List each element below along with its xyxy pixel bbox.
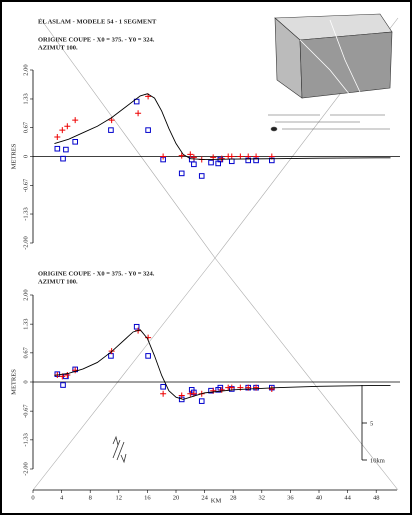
scale-label: 10km: [370, 457, 385, 464]
chart-subtitle: ORIGINE COUPE - X0 = 375. - Y0 = 324.: [38, 270, 155, 277]
x-tick-label: 0: [31, 494, 34, 501]
figure: 5 10km EL ASLAM - MODELE 54 - 1 SEGMENT O…: [0, 0, 412, 517]
x-tick-label: 40: [316, 494, 323, 501]
y-tick-label: 1.33: [22, 318, 29, 329]
x-axis-label: KM: [211, 497, 222, 504]
y-tick-label: -1.33: [22, 433, 29, 447]
x-tick-label: 8: [89, 494, 92, 501]
scale-label: 5: [370, 420, 373, 427]
y-tick-label: -0.67: [22, 404, 29, 418]
y-tick-label: -1.33: [22, 207, 29, 221]
y-axis-label: METRES: [10, 143, 17, 169]
y-axis-label: METRES: [10, 369, 17, 395]
x-tick-label: 48: [373, 494, 380, 501]
chart-title: EL ASLAM - MODELE 54 - 1 SEGMENT: [38, 18, 157, 25]
y-tick-label: 2.00: [22, 64, 29, 75]
x-tick-label: 36: [287, 494, 294, 501]
chart-subtitle: ORIGINE COUPE - X0 = 375. - Y0 = 324.: [38, 36, 155, 43]
chart-subtitle: AZIMUT 100.: [38, 278, 78, 285]
x-tick-label: 12: [116, 494, 123, 501]
block-front: [300, 32, 392, 98]
y-tick-label: -2.00: [22, 462, 29, 476]
y-tick-label: 0.67: [22, 121, 29, 133]
y-tick-label: -2.00: [22, 236, 29, 250]
x-tick-label: 24: [201, 494, 208, 501]
x-tick-label: 20: [173, 494, 180, 501]
x-tick-label: 44: [344, 494, 351, 501]
x-tick-label: 16: [144, 494, 151, 501]
y-tick-label: 1.33: [22, 93, 29, 104]
x-tick-label: 32: [259, 494, 266, 501]
y-tick-label: 0.67: [22, 346, 29, 358]
y-tick-label: 2.00: [22, 289, 29, 300]
y-tick-label: 0: [22, 155, 29, 158]
y-tick-label: -0.67: [22, 178, 29, 192]
chart-subtitle: AZIMUT 100.: [38, 44, 78, 51]
x-tick-label: 28: [230, 494, 237, 501]
y-tick-label: 0: [22, 380, 29, 383]
